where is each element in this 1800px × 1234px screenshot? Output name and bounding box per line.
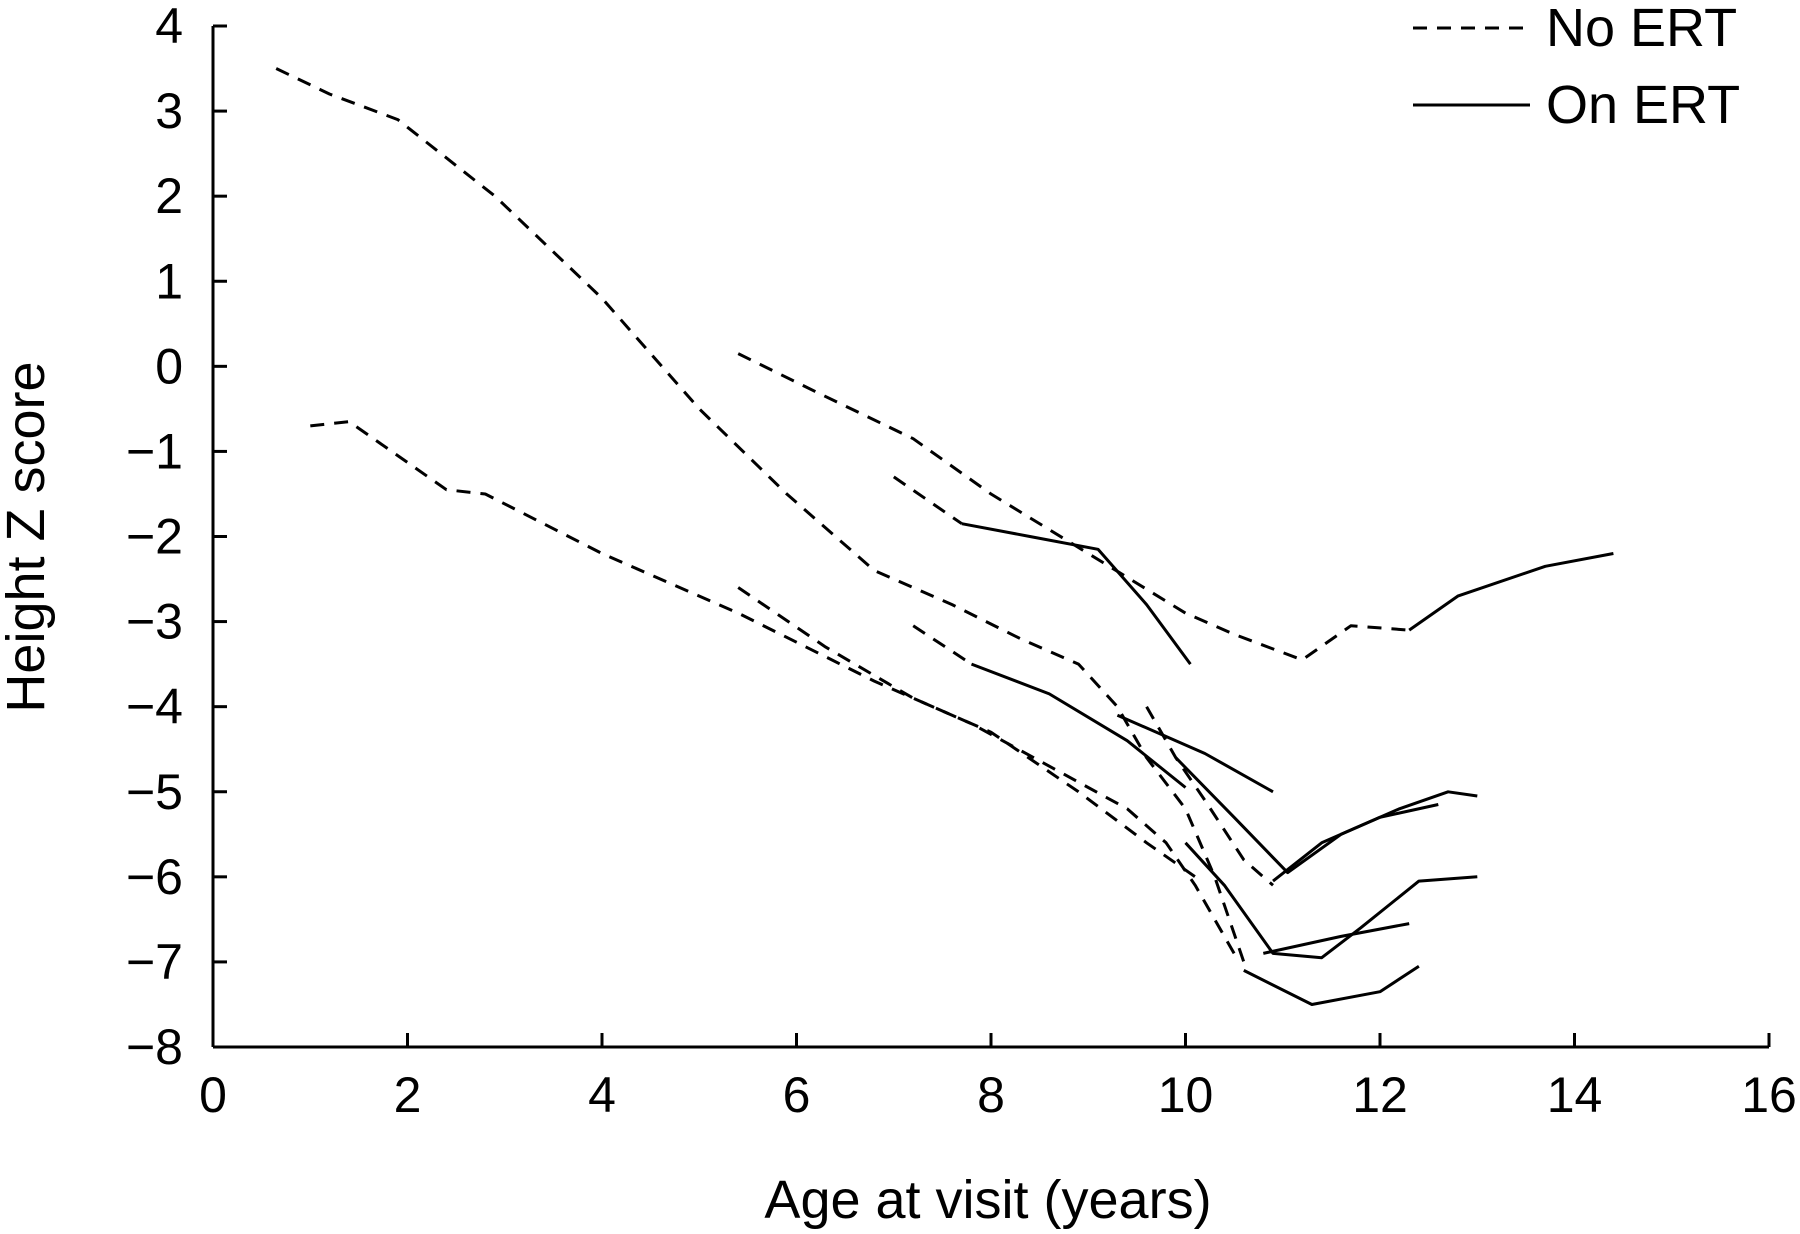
y-tick-label: −1 [126, 423, 183, 479]
series-line-3-no-ert [310, 420, 1236, 955]
x-tick-label: 2 [394, 1067, 422, 1123]
x-tick-label: 16 [1741, 1067, 1797, 1123]
legend: No ERT On ERT [1413, 0, 1740, 135]
y-tick-label: −3 [126, 594, 183, 650]
y-tick-label: −5 [126, 764, 183, 820]
series-line-4-no-ert [737, 586, 1197, 879]
series-line-2-no-ert [737, 352, 1410, 662]
series-line-9-on-ert [1408, 552, 1614, 632]
y-tick-label: 1 [155, 253, 183, 309]
y-tick-label: −8 [126, 1019, 183, 1075]
y-tick-label: 3 [155, 83, 183, 139]
y-tick-label: −2 [126, 509, 183, 565]
series-line-15-on-ert [1262, 922, 1410, 955]
x-tick-label: 8 [977, 1067, 1005, 1123]
y-tick-label: 2 [155, 168, 183, 224]
y-tick-label: −7 [126, 934, 183, 990]
series-line-14-on-ert [1184, 841, 1478, 960]
x-tick-label: 12 [1352, 1067, 1408, 1123]
legend-label-on-ert: On ERT [1546, 75, 1740, 135]
series-line-10-on-ert [970, 662, 1187, 789]
legend-label-no-ert: No ERT [1546, 0, 1737, 58]
series-line-16-on-ert [1243, 964, 1420, 1006]
series-line-6-no-ert [912, 624, 973, 666]
y-axis-title: Height Z score [0, 361, 56, 712]
x-axis-title: Age at visit (years) [764, 1170, 1211, 1230]
series-line-13-on-ert [1272, 803, 1439, 883]
y-tick-label: −6 [126, 849, 183, 905]
series-layer [275, 67, 1614, 1006]
y-tick-label: −4 [126, 679, 183, 735]
x-tick-label: 10 [1158, 1067, 1214, 1123]
series-line-5-no-ert [892, 475, 963, 525]
series-line-11-on-ert [1116, 713, 1274, 794]
x-tick-label: 0 [199, 1067, 227, 1123]
y-tick-label: 0 [155, 338, 183, 394]
axes-layer [211, 26, 1769, 1049]
x-tick-label: 4 [588, 1067, 616, 1123]
series-line-1-no-ert [275, 67, 1246, 963]
x-tick-label: 6 [783, 1067, 811, 1123]
x-tick-label: 14 [1547, 1067, 1603, 1123]
y-tick-label: 4 [155, 0, 183, 54]
series-line-12-on-ert [1174, 756, 1478, 875]
series-line-8-on-ert [961, 522, 1192, 665]
series-line-7-no-ert [1145, 705, 1274, 887]
